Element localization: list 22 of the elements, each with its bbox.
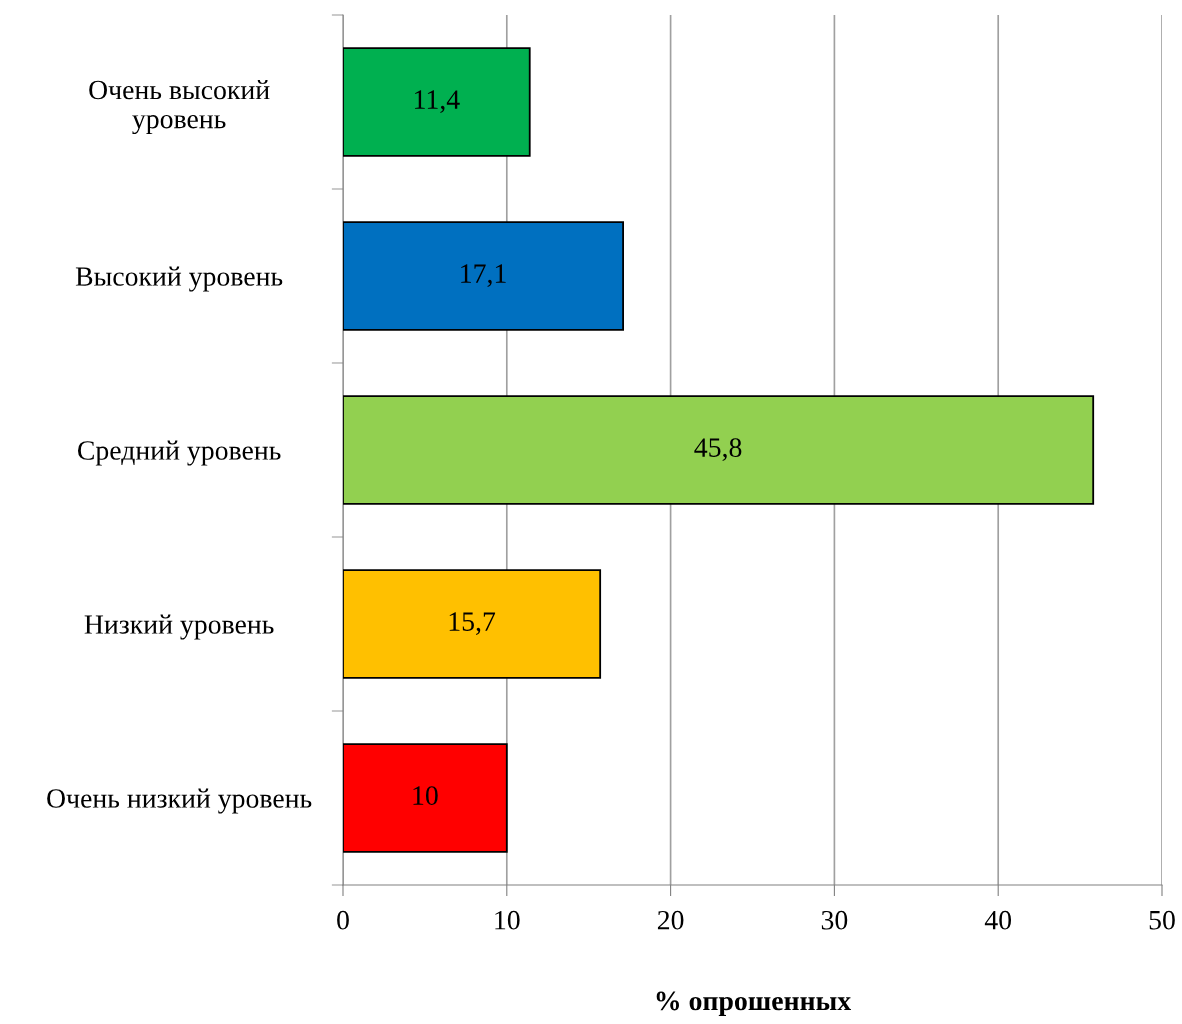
bar <box>343 47 531 157</box>
x-tick-label: 10 <box>495 910 520 930</box>
bar <box>343 221 625 331</box>
x-tick-label: 20 <box>657 910 684 930</box>
y-tick-label: Очень низкий уровень <box>47 788 312 814</box>
data-label: 10 <box>413 786 438 805</box>
data-label: 11,4 <box>415 90 460 113</box>
data-label: 45,8 <box>694 438 742 461</box>
y-tick-label: Низкий уровень <box>84 614 274 640</box>
y-tick-label: Средний уровень <box>78 440 281 466</box>
x-axis-title: % опрошенных <box>656 991 852 1016</box>
data-label: 15,7 <box>449 612 496 635</box>
x-tick-label: 50 <box>1149 910 1175 930</box>
y-tick-label: Очень высокий уровень <box>89 80 270 135</box>
bar <box>343 395 1095 505</box>
bar <box>343 743 508 853</box>
x-tick-label: 40 <box>984 910 1012 930</box>
x-tick-label: 0 <box>337 910 349 930</box>
data-label: 17,1 <box>461 264 506 287</box>
y-tick-label: Высокий уровень <box>75 266 283 292</box>
x-tick-label: 30 <box>821 910 848 930</box>
bar <box>343 569 602 679</box>
